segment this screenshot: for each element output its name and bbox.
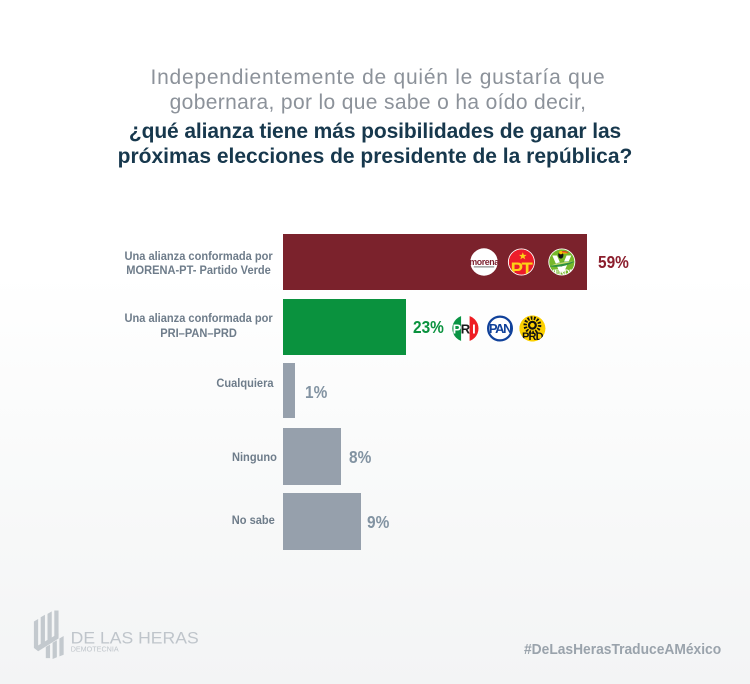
svg-text:DEMOTECNIA: DEMOTECNIA bbox=[71, 645, 119, 654]
svg-text:I: I bbox=[472, 321, 476, 336]
svg-text:morena: morena bbox=[470, 257, 499, 267]
svg-text:PRD: PRD bbox=[522, 330, 544, 341]
svg-text:PAN: PAN bbox=[489, 321, 512, 336]
svg-text:P: P bbox=[453, 321, 462, 336]
svg-text:PT: PT bbox=[511, 259, 534, 277]
svg-text:R: R bbox=[461, 321, 471, 336]
svg-text:VERDE: VERDE bbox=[550, 267, 575, 276]
svg-text:DE LAS HERAS: DE LAS HERAS bbox=[71, 630, 199, 648]
